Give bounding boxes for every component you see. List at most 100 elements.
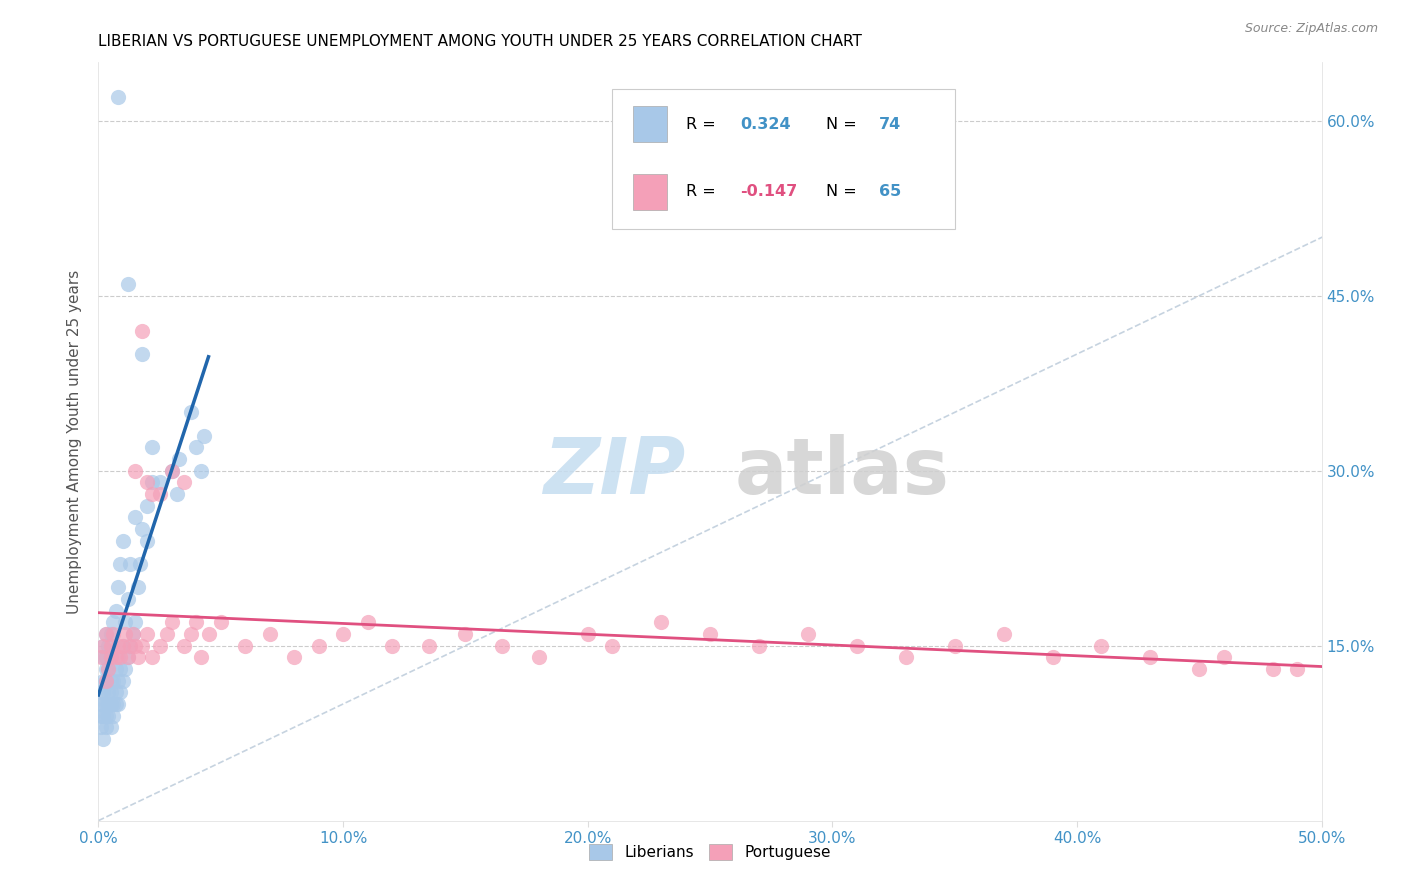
Point [94,627,117,641]
Point [104,662,127,676]
Point [180,627,202,641]
Bar [633,105,668,142]
Text: 65: 65 [879,184,901,199]
Point [124,639,146,653]
Point [120,639,142,653]
Point [100,650,122,665]
Point [100,720,122,734]
Point [91,685,114,699]
Point [107,639,129,653]
Point [136,627,159,641]
Point [94,650,117,665]
Point [100,685,122,699]
Point [149,475,172,490]
FancyBboxPatch shape [612,89,955,229]
Point [94,697,117,711]
Point [141,650,163,665]
Point [111,639,134,653]
Point [149,639,172,653]
Point [308,639,330,653]
Point [1286,662,1309,676]
Text: 74: 74 [879,117,901,132]
Point [283,650,305,665]
Point [110,650,132,665]
Bar [633,174,668,211]
Point [136,499,159,513]
Point [193,428,215,442]
Point [845,639,868,653]
Point [91,639,114,653]
Point [117,650,139,665]
Point [180,405,202,419]
Point [127,650,149,665]
Point [91,708,114,723]
Point [90,685,112,699]
Point [120,557,142,571]
Point [576,627,599,641]
Point [100,697,122,711]
Point [167,452,190,467]
Text: 0.324: 0.324 [741,117,792,132]
Point [111,639,134,653]
Point [121,627,143,641]
Point [104,685,127,699]
Point [173,475,195,490]
Point [797,627,820,641]
Point [94,673,117,688]
Point [100,650,122,665]
Point [1212,650,1234,665]
Point [117,650,139,665]
Point [107,650,129,665]
Point [381,639,404,653]
Point [1090,639,1112,653]
Point [1139,650,1161,665]
Point [101,615,124,630]
Point [117,277,139,291]
Point [110,557,132,571]
Point [160,464,183,478]
Point [418,639,440,653]
Point [117,592,139,607]
Point [94,627,117,641]
Point [186,615,208,630]
Point [190,650,212,665]
Point [104,650,127,665]
Point [129,557,152,571]
Text: Source: ZipAtlas.com: Source: ZipAtlas.com [1244,22,1378,36]
Point [110,662,132,676]
Point [160,464,183,478]
Point [156,627,179,641]
Point [114,627,136,641]
Point [527,650,550,665]
Point [111,533,134,548]
Point [101,697,124,711]
Point [993,627,1015,641]
Point [136,475,159,490]
Text: N =: N = [827,117,862,132]
Point [97,685,120,699]
Point [104,604,127,618]
Point [173,639,195,653]
Point [186,441,208,455]
Point [97,639,120,653]
Point [91,731,114,746]
Point [166,487,188,501]
Point [454,627,477,641]
Point [107,697,129,711]
Point [1261,662,1284,676]
Point [1042,650,1064,665]
Point [160,615,183,630]
Point [97,662,120,676]
Point [94,662,117,676]
Point [94,708,117,723]
Point [104,697,127,711]
Point [356,615,378,630]
Text: LIBERIAN VS PORTUGUESE UNEMPLOYMENT AMONG YOUTH UNDER 25 YEARS CORRELATION CHART: LIBERIAN VS PORTUGUESE UNEMPLOYMENT AMON… [98,34,862,49]
Point [491,639,513,653]
Point [111,673,134,688]
Point [91,673,114,688]
Point [114,662,136,676]
Point [91,639,114,653]
Point [94,720,117,734]
Point [100,639,122,653]
